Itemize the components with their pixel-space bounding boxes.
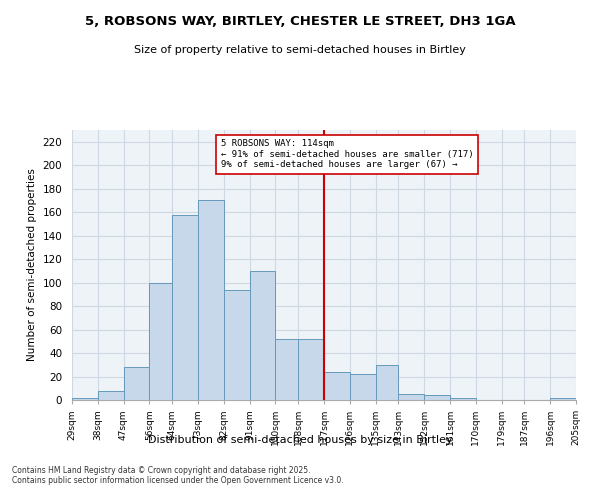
Text: Size of property relative to semi-detached houses in Birtley: Size of property relative to semi-detach… bbox=[134, 45, 466, 55]
Bar bbox=[172, 214, 198, 400]
Bar bbox=[250, 271, 275, 400]
Y-axis label: Number of semi-detached properties: Number of semi-detached properties bbox=[27, 168, 37, 362]
Text: 5, ROBSONS WAY, BIRTLEY, CHESTER LE STREET, DH3 1GA: 5, ROBSONS WAY, BIRTLEY, CHESTER LE STRE… bbox=[85, 15, 515, 28]
Bar bbox=[450, 398, 476, 400]
Bar bbox=[72, 398, 98, 400]
Bar bbox=[424, 396, 450, 400]
Bar bbox=[398, 394, 424, 400]
Bar bbox=[550, 398, 576, 400]
Text: Distribution of semi-detached houses by size in Birtley: Distribution of semi-detached houses by … bbox=[148, 435, 452, 445]
Bar bbox=[275, 339, 298, 400]
Bar bbox=[124, 367, 149, 400]
Bar bbox=[149, 282, 172, 400]
Bar bbox=[324, 372, 350, 400]
Text: 5 ROBSONS WAY: 114sqm
← 91% of semi-detached houses are smaller (717)
9% of semi: 5 ROBSONS WAY: 114sqm ← 91% of semi-deta… bbox=[221, 140, 473, 169]
Bar bbox=[98, 390, 124, 400]
Text: Contains HM Land Registry data © Crown copyright and database right 2025.
Contai: Contains HM Land Registry data © Crown c… bbox=[12, 466, 344, 485]
Bar bbox=[198, 200, 224, 400]
Bar bbox=[350, 374, 376, 400]
Bar bbox=[224, 290, 250, 400]
Bar bbox=[298, 339, 324, 400]
Bar bbox=[376, 365, 398, 400]
